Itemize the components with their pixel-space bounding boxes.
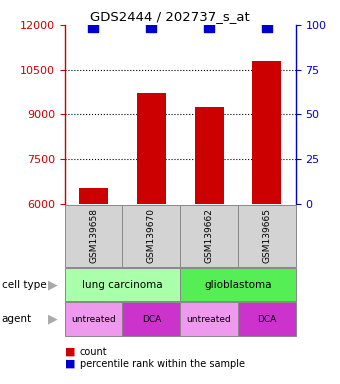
Text: DCA: DCA <box>257 314 276 324</box>
Text: agent: agent <box>2 314 32 324</box>
Text: ▶: ▶ <box>48 278 57 291</box>
Bar <box>194 107 223 204</box>
Text: untreated: untreated <box>187 314 232 324</box>
Text: lung carcinoma: lung carcinoma <box>82 280 163 290</box>
Text: cell type: cell type <box>2 280 46 290</box>
Text: GSM139658: GSM139658 <box>89 208 98 263</box>
Text: GDS2444 / 202737_s_at: GDS2444 / 202737_s_at <box>90 10 250 23</box>
Text: ▶: ▶ <box>48 313 57 326</box>
Text: glioblastoma: glioblastoma <box>204 280 272 290</box>
Bar <box>137 93 166 204</box>
Point <box>149 24 154 30</box>
Text: DCA: DCA <box>142 314 161 324</box>
Text: percentile rank within the sample: percentile rank within the sample <box>80 359 245 369</box>
Point <box>206 24 212 30</box>
Text: GSM139662: GSM139662 <box>205 209 214 263</box>
Bar <box>252 61 281 204</box>
Text: ■: ■ <box>65 359 75 369</box>
Text: count: count <box>80 347 107 357</box>
Point <box>91 24 96 30</box>
Text: untreated: untreated <box>71 314 116 324</box>
Bar <box>79 188 108 204</box>
Text: GSM139665: GSM139665 <box>262 208 271 263</box>
Text: ■: ■ <box>65 347 75 357</box>
Point <box>264 24 270 30</box>
Text: GSM139670: GSM139670 <box>147 208 156 263</box>
